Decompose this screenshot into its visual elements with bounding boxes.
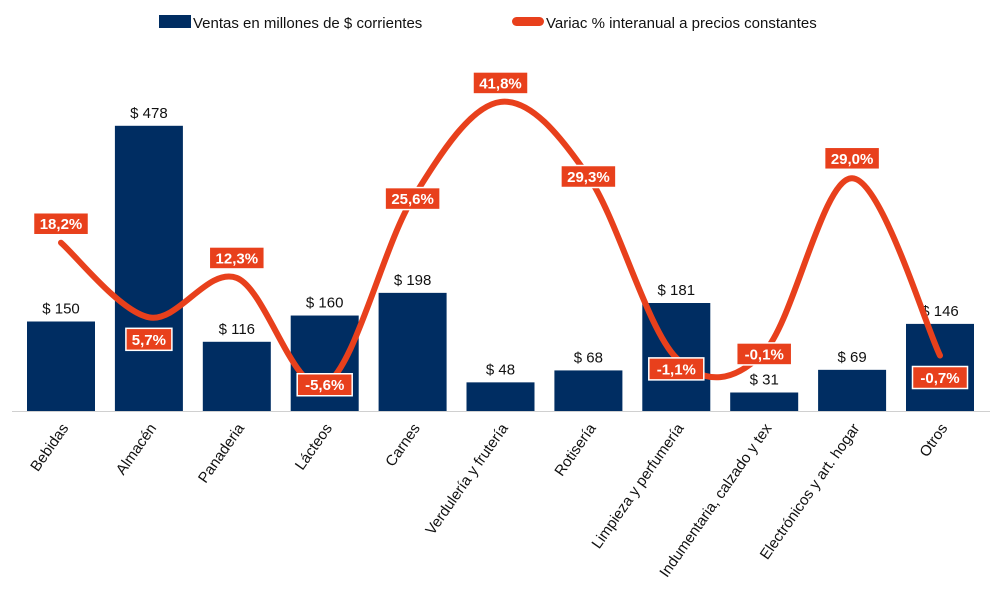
- category-label: Otros: [916, 421, 951, 461]
- category-label: Lácteos: [292, 421, 336, 474]
- bar-value-label: $ 48: [486, 361, 515, 378]
- line-value-badge: [560, 164, 617, 189]
- line-value-label: 12,3%: [216, 250, 259, 267]
- bar: [114, 125, 183, 411]
- line-value-label: -0,1%: [745, 346, 784, 363]
- line-value-label: 29,3%: [567, 169, 610, 186]
- variation-line: [58, 98, 943, 389]
- category-label: Panaderia: [195, 420, 249, 486]
- bar-value-label: $ 198: [394, 272, 432, 289]
- line-value-label: -5,6%: [305, 377, 344, 394]
- bar-value-label: $ 181: [658, 282, 696, 299]
- legend-label-bar: Ventas en millones de $ corrientes: [193, 15, 422, 32]
- bar: [730, 392, 799, 411]
- legend: Ventas en millones de $ corrientes Varia…: [159, 15, 817, 32]
- line-value-badge: [296, 372, 353, 397]
- bar: [554, 370, 623, 411]
- bar-value-label: $ 69: [837, 349, 866, 366]
- category-label: Rotisería: [551, 420, 600, 479]
- line-value-label: 5,7%: [132, 332, 166, 349]
- line-value-label: 18,2%: [40, 216, 83, 233]
- bar-value-label: $ 116: [219, 321, 255, 338]
- bar: [290, 315, 359, 411]
- line-value-badge: [648, 357, 705, 381]
- bar: [818, 369, 887, 411]
- bar: [466, 382, 535, 411]
- legend-label-line: Variac % interanual a precios constantes: [546, 15, 817, 32]
- bar-value-label: $ 150: [42, 301, 80, 318]
- line-value-badge: [823, 146, 881, 171]
- line-value-badge: [125, 327, 173, 352]
- category-label: Limpieza y perfumería: [589, 420, 688, 552]
- line-value-badge: [384, 186, 441, 211]
- category-label: Almacén: [113, 421, 160, 479]
- category-label: Carnes: [382, 421, 424, 470]
- legend-swatch-line: [512, 17, 544, 26]
- line-value-label: -0,7%: [920, 370, 959, 387]
- line-value-badge: [735, 342, 793, 366]
- bar-value-label: $ 31: [750, 372, 779, 389]
- bar-value-label: $ 160: [306, 295, 344, 312]
- line-value-badge: [911, 365, 969, 390]
- category-label: Verdulería y frutería: [422, 420, 512, 538]
- line-value-label: -1,1%: [657, 361, 696, 378]
- line-value-badge: [32, 211, 90, 236]
- bar: [378, 292, 447, 411]
- line-value-label: 29,0%: [831, 151, 874, 168]
- legend-swatch-bar: [159, 15, 191, 28]
- bar-value-label: $ 146: [921, 303, 959, 320]
- category-label: Electrónicos y art. hogar: [757, 421, 864, 563]
- line-value-badge: [472, 71, 529, 95]
- line-value-badge: [208, 246, 266, 270]
- bar-value-label: $ 478: [130, 105, 168, 122]
- bar: [202, 341, 271, 411]
- category-label: Bebidas: [27, 421, 72, 475]
- bar-value-label: $ 68: [574, 349, 603, 366]
- bar: [27, 321, 95, 411]
- line-value-label: 41,8%: [479, 75, 522, 92]
- line-value-label: 25,6%: [391, 191, 434, 208]
